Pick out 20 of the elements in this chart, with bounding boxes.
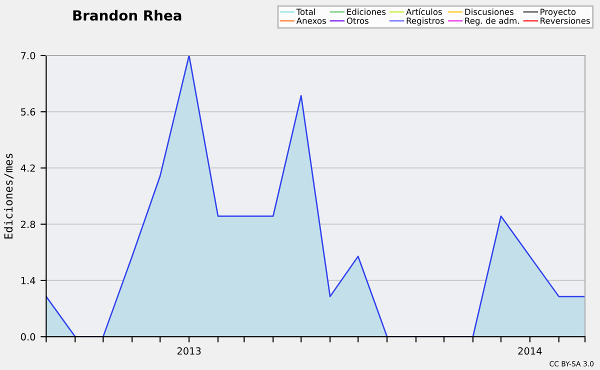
y-tick-label: 2.8 <box>21 220 36 228</box>
legend-label: Proyecto <box>540 8 576 17</box>
legend-label: Artículos <box>406 8 442 15</box>
y-tick-label: 4.2 <box>20 164 35 172</box>
legend-label: Discusiones <box>465 8 514 15</box>
legend-label: Registros <box>406 17 444 26</box>
y-tick-label: 5.6 <box>21 108 36 116</box>
legend-label: Reg. de adm. <box>465 17 519 26</box>
y-tick-label: 7.0 <box>21 52 36 60</box>
x-tick-label: 2013 <box>177 347 201 355</box>
y-tick-label: 1.4 <box>21 277 36 284</box>
legend-label: Ediciones <box>347 8 386 15</box>
x-tick-label: 2014 <box>518 347 542 355</box>
legend-label: Reversiones <box>540 17 590 24</box>
legend-label: Anexos <box>296 18 326 24</box>
chart-title: Brandon Rhea <box>73 10 182 21</box>
legend-label: Otros <box>346 18 368 24</box>
legend-label: Total <box>296 8 315 15</box>
y-tick-label: 0.0 <box>20 333 36 341</box>
y-axis-title: Ediciones/mes <box>4 154 14 239</box>
